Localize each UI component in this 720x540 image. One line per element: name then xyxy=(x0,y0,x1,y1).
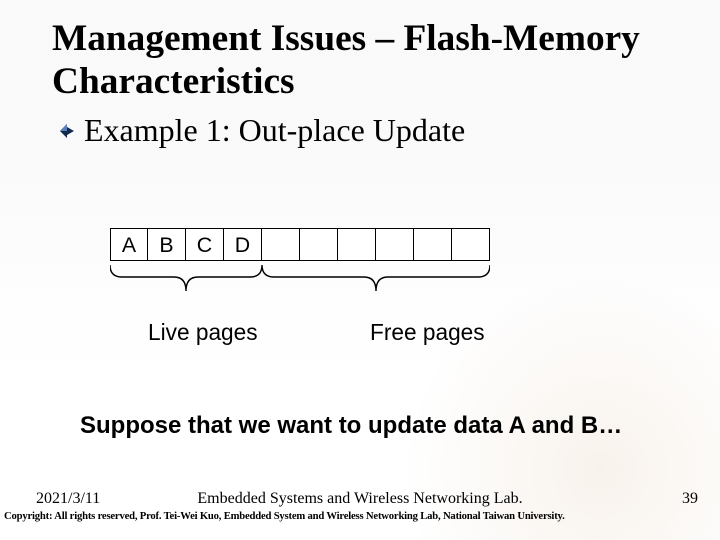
footer-page-number: 39 xyxy=(682,490,698,508)
brace-live xyxy=(110,265,262,291)
cell: A xyxy=(110,228,148,261)
label-live-pages: Live pages xyxy=(148,319,258,346)
subtitle-row: Example 1: Out-place Update xyxy=(60,112,465,149)
bullet-icon xyxy=(60,124,74,138)
cell: D xyxy=(224,228,262,261)
cell: C xyxy=(186,228,224,261)
subtitle-text: Example 1: Out-place Update xyxy=(84,112,465,149)
cell xyxy=(376,228,414,261)
footer-center: Embedded Systems and Wireless Networking… xyxy=(0,490,720,508)
cell xyxy=(452,228,490,261)
brace-free xyxy=(262,265,490,291)
cell xyxy=(414,228,452,261)
footer-copyright: Copyright: All rights reserved, Prof. Te… xyxy=(4,511,565,522)
cell xyxy=(262,228,300,261)
slide: Management Issues – Flash-Memory Charact… xyxy=(0,0,720,540)
cell xyxy=(300,228,338,261)
label-free-pages: Free pages xyxy=(370,319,485,346)
cell xyxy=(338,228,376,261)
cell-row: ABCD xyxy=(110,228,490,261)
caption-text: Suppose that we want to update data A an… xyxy=(80,412,622,440)
cell: B xyxy=(148,228,186,261)
slide-title: Management Issues – Flash-Memory Charact… xyxy=(52,18,672,104)
